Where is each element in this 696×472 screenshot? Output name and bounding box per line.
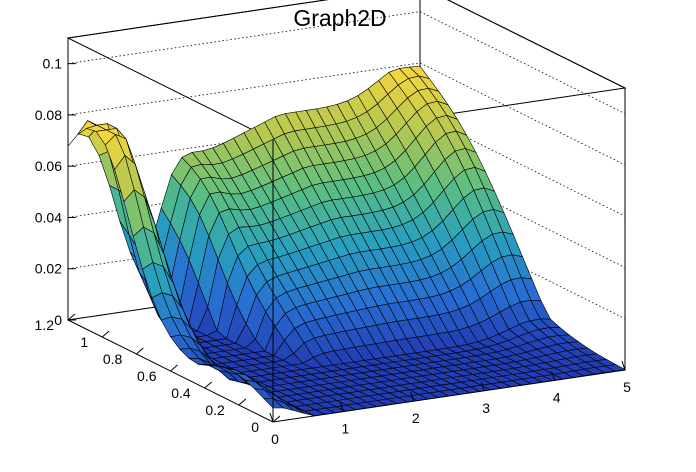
- y-tick-label: 1.2: [35, 317, 55, 333]
- z-tick-label: 0.02: [35, 261, 62, 277]
- z-tick-label: 0.04: [35, 209, 62, 225]
- z-tick-label: 0.08: [35, 107, 62, 123]
- x-tick-label: 4: [553, 389, 561, 405]
- y-tick: [238, 398, 247, 406]
- x-tick-label: 0: [271, 431, 279, 447]
- surface-cell: [604, 364, 626, 372]
- y-tick: [170, 364, 178, 372]
- y-tick-label: 0.6: [137, 368, 157, 384]
- x-tick-label: 3: [482, 400, 490, 416]
- surface-mesh: [67, 65, 626, 417]
- y-tick-label: 0: [251, 419, 259, 435]
- y-tick-label: 0.4: [171, 385, 191, 401]
- z-tick-label: 0.06: [35, 158, 62, 174]
- z-axis: 0 0.02 0.04 0.06 0.08 0.1: [35, 38, 76, 328]
- x-tick-label: 1: [342, 421, 350, 437]
- y-tick: [101, 330, 110, 338]
- x-tick: [339, 402, 344, 412]
- x-axis-line: [272, 369, 626, 423]
- y-tick: [67, 313, 76, 321]
- y-axis: 0 0.2 0.4 0.6 0.8 1 1.2: [35, 313, 281, 435]
- y-tick-label: 0.8: [103, 351, 123, 367]
- z-gridline: [67, 113, 626, 217]
- y-tick-label: 1: [80, 334, 88, 350]
- chart-title: Graph2D: [293, 5, 386, 31]
- x-tick: [269, 412, 274, 423]
- top-frame: [66, 0, 627, 141]
- x-tick-label: 2: [412, 410, 420, 426]
- y-tick: [272, 415, 281, 423]
- z-gridline: [67, 165, 626, 268]
- x-tick: [480, 381, 485, 391]
- x-tick: [551, 371, 556, 381]
- y-tick-label: 0.2: [205, 402, 225, 418]
- z-gridline: [67, 11, 626, 114]
- z-tick-label: 0.1: [43, 56, 63, 72]
- x-tick-label: 5: [623, 379, 631, 395]
- y-tick: [204, 381, 212, 389]
- z-gridline: [67, 216, 626, 320]
- x-tick: [621, 360, 626, 371]
- x-axis: 0 1 2 3 4 5: [269, 360, 631, 447]
- y-tick: [136, 347, 144, 355]
- z-tick-label: 0: [54, 312, 62, 328]
- x-tick: [410, 392, 415, 402]
- z-gridline: [67, 62, 626, 166]
